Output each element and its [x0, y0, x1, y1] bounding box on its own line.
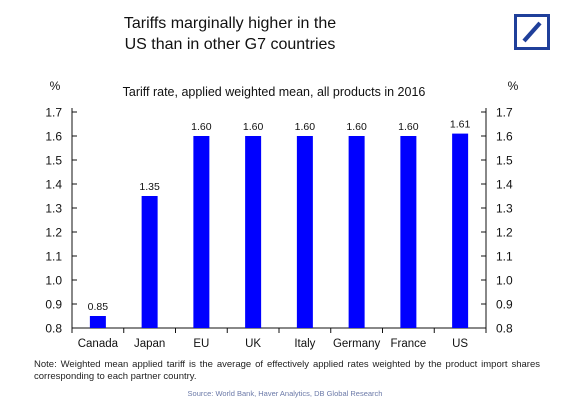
left-y-tick-label: 1.5: [45, 154, 62, 168]
left-y-tick-label: 0.9: [45, 298, 62, 312]
data-label: 1.35: [139, 181, 160, 193]
bar-uk: [245, 136, 262, 328]
right-y-tick-label: 1.7: [496, 106, 513, 120]
left-y-tick-label: 1.4: [45, 178, 62, 192]
category-labels: Canada Japan EU UK Italy Germany France US: [78, 338, 469, 350]
bar-eu: [193, 136, 210, 328]
right-y-tick-label: 1.2: [496, 226, 513, 240]
bars: [89, 133, 469, 328]
chart-title-line-1: Tariffs marginally higher in the: [123, 15, 337, 32]
category-label: Germany: [333, 338, 381, 350]
chart-subtitle: Tariff rate, applied weighted mean, all …: [123, 85, 426, 99]
right-y-tick-label: 1.6: [496, 130, 513, 144]
y-axis-unit-right: %: [508, 79, 519, 93]
right-y-tick-label: 1.3: [496, 202, 513, 216]
category-label: Japan: [134, 338, 165, 350]
left-y-axis: 0.8 0.9 1.0 1.1 1.2 1.3 1.4 1.5 1.6 1.7: [45, 106, 77, 336]
right-y-tick-label: 1.1: [496, 250, 513, 264]
left-y-tick-label: 1.0: [45, 274, 62, 288]
right-y-tick-label: 1.0: [496, 274, 513, 288]
category-label: Italy: [294, 338, 315, 350]
data-label: 1.60: [191, 121, 212, 133]
bar-italy: [296, 136, 313, 328]
left-y-tick-label: 1.7: [45, 106, 62, 120]
bar-japan: [141, 196, 158, 328]
deutsche-bank-logo-icon: [514, 14, 550, 50]
left-y-tick-label: 1.1: [45, 250, 62, 264]
left-y-tick-label: 1.2: [45, 226, 62, 240]
bar-canada: [89, 316, 106, 328]
category-label: UK: [245, 338, 261, 350]
right-y-tick-label: 0.9: [496, 298, 513, 312]
chart-title-line-2: US than in other G7 countries: [124, 36, 336, 53]
bar-france: [400, 136, 417, 328]
chart-note: Note: Weighted mean applied tariff is th…: [34, 359, 540, 382]
data-labels: 0.85 1.35 1.60 1.60 1.60 1.60 1.60 1.61: [88, 119, 471, 313]
data-label: 1.60: [398, 121, 419, 133]
right-y-tick-label: 1.5: [496, 154, 513, 168]
bar-us: [452, 133, 469, 328]
tariff-bar-chart: Tariff rate, applied weighted mean, all …: [45, 79, 519, 350]
right-y-axis: 0.8 0.9 1.0 1.1 1.2 1.3 1.4 1.5 1.6 1.7: [481, 106, 513, 336]
data-label: 1.60: [295, 121, 316, 133]
x-axis: [71, 327, 487, 333]
chart-source: Source: World Bank, Haver Analytics, DB …: [187, 389, 383, 398]
bar-germany: [348, 136, 365, 328]
logo-frame: [514, 14, 550, 50]
y-axis-unit-left: %: [50, 79, 61, 93]
category-label: US: [452, 338, 468, 350]
right-y-tick-label: 1.4: [496, 178, 513, 192]
data-label: 1.61: [450, 119, 471, 131]
chart-title: Tariffs marginally higher in the US than…: [105, 13, 355, 55]
category-label: EU: [193, 338, 209, 350]
data-label: 1.60: [346, 121, 367, 133]
left-y-tick-label: 1.6: [45, 130, 62, 144]
category-label: France: [390, 338, 426, 350]
data-label: 1.60: [243, 121, 264, 133]
data-label: 0.85: [88, 301, 109, 313]
category-label: Canada: [78, 338, 119, 350]
left-y-tick-label: 0.8: [45, 322, 62, 336]
left-y-tick-label: 1.3: [45, 202, 62, 216]
right-y-tick-label: 0.8: [496, 322, 513, 336]
logo-slash: [522, 21, 542, 43]
